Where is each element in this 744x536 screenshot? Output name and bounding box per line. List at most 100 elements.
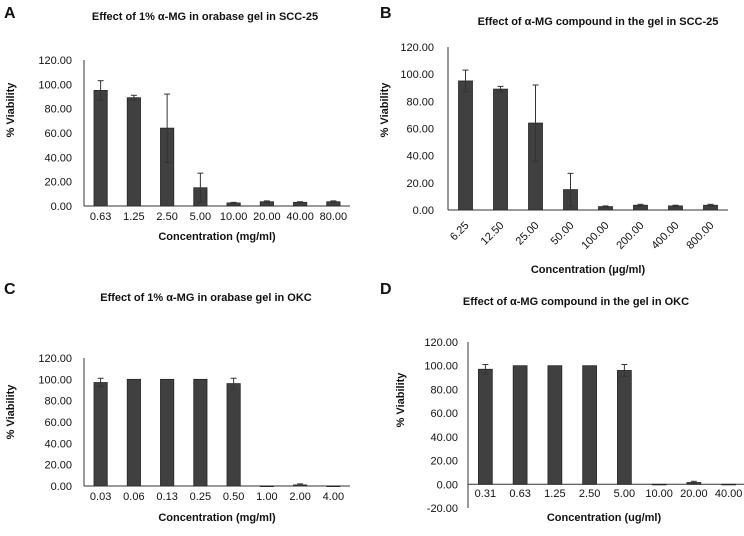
panel-c: C Effect of 1% α-MG in orabase gel in OKC… [4,281,350,524]
bar [259,485,274,488]
y-tick-label: 100.00 [400,69,434,81]
bar [617,370,632,485]
bar [160,378,175,487]
x-tick-label: 0.31 [475,488,496,500]
y-tick-label: 20.00 [44,460,72,472]
y-tick-label: 60.00 [430,408,458,420]
y-tick-label: 80.00 [44,396,72,408]
x-tick-label: 0.50 [223,491,244,503]
y-tick-label: 0.00 [51,201,72,213]
x-tick-label: 100.00 [579,220,611,252]
x-tick-label: 0.06 [123,491,144,503]
bar [126,378,141,487]
panel-letter: B [380,5,392,22]
y-tick-label: 20.00 [430,456,458,468]
x-tick-label: 80.00 [320,211,348,223]
y-tick-label: 120.00 [38,353,72,365]
x-tick-label: 20.00 [253,211,281,223]
x-axis-label: Concentration (μg/ml) [531,264,646,276]
panel-letter: C [4,281,16,298]
bar [126,97,141,207]
y-tick-label: 40.00 [44,438,72,450]
x-tick-label: 1.25 [544,488,565,500]
x-tick-label: 40.00 [286,211,314,223]
y-tick-label: 100.00 [38,374,72,386]
chart-title: Effect of 1% α-MG in orabase gel in SCC-… [92,11,318,23]
x-tick-label: 5.00 [190,211,211,223]
x-tick-label: 20.00 [680,488,708,500]
x-tick-label: 6.25 [448,220,472,244]
x-tick-label: 1.00 [256,491,277,503]
y-axis-label: % Viability [5,82,17,138]
y-tick-label: 0.00 [51,481,72,493]
y-axis-label: % Viability [379,82,391,138]
bar [582,365,597,485]
y-tick-label: 120.00 [400,42,434,54]
x-tick-label: 25.00 [514,220,542,248]
y-tick-label: 120.00 [424,337,458,349]
y-tick-label: 20.00 [406,178,434,190]
y-tick-label: 40.00 [44,152,72,164]
chart-title: Effect of α-MG compound in the gel in OK… [463,296,689,308]
x-tick-label: 0.63 [509,488,530,500]
y-tick-label: 0.00 [413,205,434,217]
y-axis-label: % Viability [5,384,17,440]
panel-d: D Effect of α-MG compound in the gel in O… [380,281,744,524]
bar [493,88,508,211]
x-tick-label: 4.00 [323,491,344,503]
y-tick-label: 60.00 [44,417,72,429]
x-tick-label: 0.13 [156,491,177,503]
panel-letter: A [4,5,16,22]
y-tick-label: -20.00 [427,503,458,515]
y-tick-label: 100.00 [38,79,72,91]
y-tick-label: 60.00 [406,124,434,136]
x-axis-label: Concentration (ug/ml) [547,512,662,524]
y-tick-label: 80.00 [406,96,434,108]
x-tick-label: 10.00 [645,488,673,500]
bar [721,483,736,486]
bar [193,378,208,487]
bar [547,365,563,485]
x-tick-label: 800.00 [684,220,716,252]
bar [512,365,528,485]
x-tick-label: 5.00 [614,488,635,500]
x-tick-label: 2.50 [579,488,600,500]
bar [93,90,108,207]
x-tick-label: 40.00 [715,488,743,500]
chart-title: Effect of α-MG compound in the gel in SC… [478,16,719,28]
y-tick-label: 80.00 [430,384,458,396]
bar [93,382,108,487]
x-tick-label: 2.50 [156,211,177,223]
bar [651,483,667,486]
bar [226,383,241,487]
panel-letter: D [380,281,392,298]
x-tick-label: 2.00 [289,491,310,503]
panel-a: A Effect of 1% α-MG in orabase gel in SCC… [4,5,350,243]
y-tick-label: 20.00 [44,177,72,189]
x-tick-label: 0.25 [190,491,211,503]
x-tick-label: 200.00 [614,220,646,252]
y-axis-label: % Viability [395,372,407,428]
x-tick-label: 50.00 [549,220,577,248]
y-tick-label: 60.00 [44,128,72,140]
x-tick-label: 400.00 [649,220,681,252]
x-axis-label: Concentration (mg/ml) [158,512,276,524]
y-tick-label: 80.00 [44,104,72,116]
y-tick-label: 120.00 [38,55,72,67]
bar [458,80,473,211]
panel-b: B Effect of α-MG compound in the gel in S… [379,5,728,276]
y-tick-label: 40.00 [430,432,458,444]
x-tick-label: 10.00 [220,211,248,223]
bar [478,368,493,485]
y-tick-label: 0.00 [437,479,458,491]
x-tick-label: 0.03 [90,491,111,503]
y-tick-label: 100.00 [424,361,458,373]
x-tick-label: 0.63 [90,211,111,223]
bar [326,485,341,488]
x-axis-label: Concentration (mg/ml) [158,231,276,243]
x-tick-label: 12.50 [479,220,507,248]
y-tick-label: 40.00 [406,151,434,163]
chart-title: Effect of 1% α-MG in orabase gel in OKC [100,292,312,304]
x-tick-label: 1.25 [123,211,144,223]
